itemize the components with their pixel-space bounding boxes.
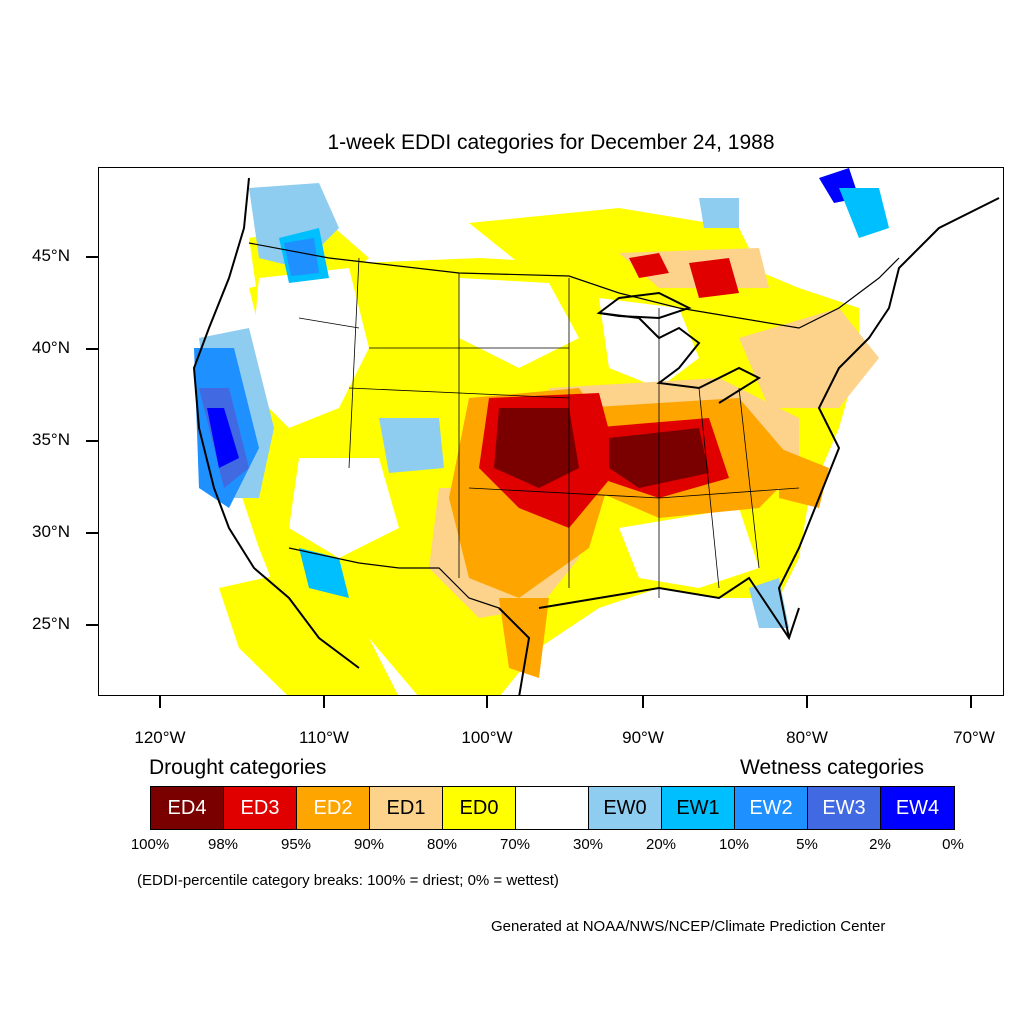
legend-box-ew0: EW0 — [589, 787, 662, 829]
ed2-region-texas-coast — [499, 598, 549, 678]
lat-tick — [86, 440, 98, 442]
drought-heading: Drought categories — [149, 756, 327, 779]
lat-label: 25°N — [32, 614, 70, 633]
legend-box-ew1: EW1 — [662, 787, 735, 829]
map-canvas — [192, 168, 1000, 695]
legend-box-ed1: ED1 — [370, 787, 443, 829]
lon-tick — [806, 696, 808, 708]
mexico-border — [288, 547, 500, 609]
legend-box-ew4: EW4 — [881, 787, 954, 829]
lon-label: 110°W — [299, 728, 349, 747]
great-lakes-outline — [598, 312, 762, 404]
ew2-region-idaho — [284, 238, 319, 276]
lon-label: 90°W — [622, 728, 664, 747]
lat-tick — [86, 348, 98, 350]
legend-break-label: 0% — [942, 836, 964, 853]
ed2-region-virginia — [779, 448, 829, 508]
legend-break-label: 30% — [572, 836, 604, 853]
legend-break-label: 100% — [130, 836, 170, 853]
legend-break-label: 5% — [796, 836, 818, 853]
ed3-region-ontario — [689, 258, 739, 298]
legend-break-label: 70% — [499, 836, 531, 853]
lon-label: 80°W — [786, 728, 828, 747]
legend-box-ew2: EW2 — [735, 787, 808, 829]
lat-tick — [86, 256, 98, 258]
legend-break-label: 20% — [645, 836, 677, 853]
ew0-region-ontario — [699, 198, 739, 228]
ew1-region-quebec — [839, 188, 889, 238]
lat-label: 45°N — [32, 246, 70, 265]
neutral-region-north-plains — [459, 278, 579, 368]
lat-label: 30°N — [32, 522, 70, 541]
state-lines — [298, 257, 800, 598]
legend-break-label: 98% — [207, 836, 239, 853]
legend-break-label: 2% — [869, 836, 891, 853]
lon-tick — [486, 696, 488, 708]
legend-break-label: 90% — [353, 836, 385, 853]
ew4-region-california — [207, 408, 239, 468]
lat-tick — [86, 624, 98, 626]
eddi-map — [98, 167, 1004, 696]
map-title: 1-week EDDI categories for December 24, … — [327, 131, 775, 154]
lon-tick — [159, 696, 161, 708]
lat-tick — [86, 532, 98, 534]
lon-label: 70°W — [953, 728, 995, 747]
legend-box-ed2: ED2 — [297, 787, 370, 829]
lon-tick — [323, 696, 325, 708]
legend-box-ed0: ED0 — [443, 787, 516, 829]
ew0-region-colorado — [379, 418, 444, 473]
legend-break-label: 80% — [426, 836, 458, 853]
east-coastline — [777, 197, 1000, 639]
legend-box-ed4: ED4 — [151, 787, 224, 829]
lon-label: 120°W — [134, 728, 186, 747]
canada-border — [248, 242, 900, 329]
credit-text: Generated at NOAA/NWS/NCEP/Climate Predi… — [491, 918, 886, 935]
neutral-region-southwest — [289, 458, 399, 558]
ed4-region-kansas — [494, 408, 579, 488]
ed1-region-northeast — [739, 308, 879, 408]
lon-label: 100°W — [461, 728, 513, 747]
ed3-region-canada — [629, 253, 669, 278]
legend-note: (EDDI-percentile category breaks: 100% =… — [137, 872, 559, 889]
neutral-region-great-lakes — [599, 298, 699, 388]
legend-colorbar: ED4 ED3 ED2 ED1 ED0 EW0 EW1 EW2 EW3 EW4 — [150, 786, 955, 830]
west-coastline — [192, 177, 360, 669]
neutral-region-southeast — [619, 508, 759, 588]
ew1-region-baja — [299, 548, 349, 598]
lat-label: 40°N — [32, 338, 70, 357]
lat-label: 35°N — [32, 430, 70, 449]
legend-box-ed3: ED3 — [224, 787, 297, 829]
neutral-region-mountain-west — [249, 268, 369, 428]
legend-break-label: 95% — [280, 836, 312, 853]
legend-break-label: 10% — [718, 836, 750, 853]
lon-tick — [642, 696, 644, 708]
lake-superior-outline — [596, 291, 692, 320]
wetness-heading: Wetness categories — [740, 756, 925, 779]
legend-box-neutral — [516, 787, 589, 829]
legend-box-ew3: EW3 — [808, 787, 881, 829]
lon-tick — [970, 696, 972, 708]
